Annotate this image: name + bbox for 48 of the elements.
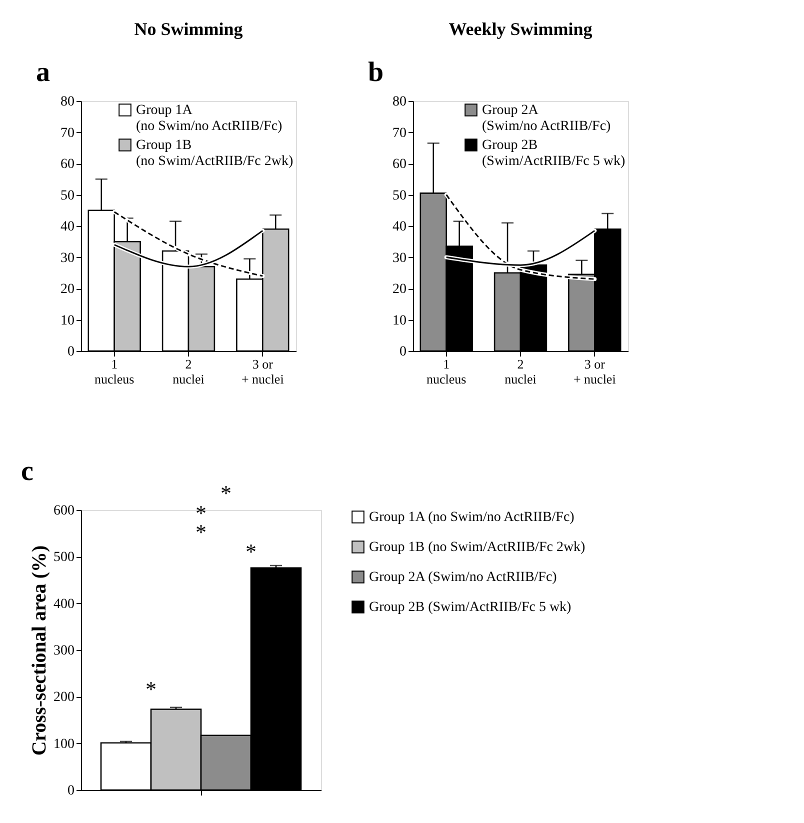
legend-label: Group 2B (Swim/ActRIIB/Fc 5 wk) bbox=[482, 138, 626, 169]
text: * bbox=[220, 480, 232, 506]
annotation: * bbox=[146, 676, 156, 702]
y-tick-label: 50 bbox=[392, 188, 406, 204]
y-axis-title: Cross-sectional area (%) bbox=[28, 545, 50, 756]
y-tick-label: 30 bbox=[392, 250, 406, 266]
legend-label: Group 1A (no Swim/no ActRIIB/Fc) bbox=[369, 510, 575, 525]
y-tick-label: 20 bbox=[60, 282, 74, 297]
legend-label: Group 1A (no Swim/no ActRIIB/Fc) bbox=[136, 103, 283, 134]
y-tick-label: 500 bbox=[54, 550, 74, 566]
y-tick-label: 0 bbox=[68, 784, 74, 798]
y-tick-label: 40 bbox=[60, 220, 74, 234]
legend-label: Group 1B (no Swim/ActRIIB/Fc 2wk) bbox=[369, 540, 586, 555]
y-tick-label: 200 bbox=[54, 690, 74, 706]
chart-title: No Swimming bbox=[134, 19, 243, 39]
x-tick-label: 2 nuclei bbox=[172, 356, 205, 386]
text: c bbox=[21, 456, 34, 487]
y-tick-label: 60 bbox=[392, 157, 406, 172]
legend-label: Group 1B (no Swim/ActRIIB/Fc 2wk) bbox=[136, 138, 294, 169]
y-tick-label: 60 bbox=[60, 157, 74, 172]
text: a bbox=[36, 57, 50, 88]
text: b bbox=[368, 57, 384, 88]
y-tick-label: 30 bbox=[60, 250, 74, 266]
legend-label: Group 2A (Swim/no ActRIIB/Fc) bbox=[369, 570, 558, 585]
y-tick-label: 300 bbox=[54, 644, 74, 658]
x-tick-label: 2 nuclei bbox=[504, 356, 537, 386]
y-tick-label: 0 bbox=[68, 344, 74, 360]
y-tick-label: 600 bbox=[54, 504, 74, 518]
annotation: * bbox=[246, 539, 256, 564]
y-tick-label: 40 bbox=[392, 220, 406, 234]
y-tick-label: 100 bbox=[54, 736, 74, 752]
y-tick-label: 0 bbox=[400, 344, 406, 360]
y-tick-label: 10 bbox=[60, 313, 74, 328]
x-tick-label: 1 nucleus bbox=[94, 356, 134, 386]
legend-label: Group 2A (Swim/no ActRIIB/Fc) bbox=[482, 103, 612, 134]
y-tick-label: 70 bbox=[392, 126, 406, 141]
chart-title: Weekly Swimming bbox=[448, 19, 592, 39]
y-tick-label: 10 bbox=[392, 313, 406, 328]
y-tick-label: 70 bbox=[60, 126, 74, 141]
y-tick-label: 20 bbox=[392, 282, 406, 297]
y-tick-label: 400 bbox=[54, 596, 74, 612]
legend-label: Group 2B (Swim/ActRIIB/Fc 5 wk) bbox=[369, 600, 572, 615]
x-tick-label: 1 nucleus bbox=[426, 356, 466, 386]
y-tick-label: 80 bbox=[60, 94, 74, 110]
x-tick-label: 3 or + nuclei bbox=[241, 356, 284, 386]
x-tick-label: 3 or + nuclei bbox=[573, 356, 616, 386]
y-tick-label: 80 bbox=[392, 94, 406, 110]
y-tick-label: 50 bbox=[60, 188, 74, 204]
